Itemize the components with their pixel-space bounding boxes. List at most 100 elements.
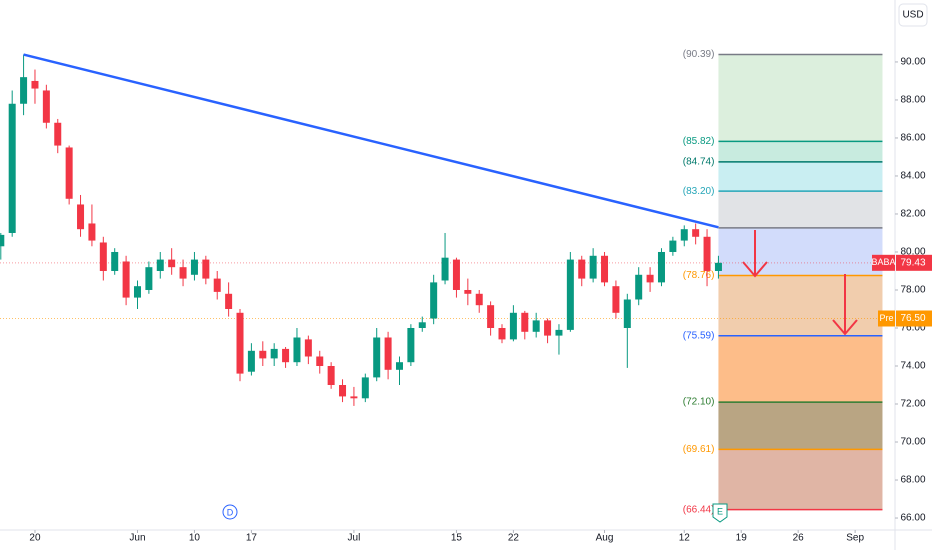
fib-zone: [718, 54, 883, 142]
candle-body: [133, 286, 141, 298]
x-tick-label: 12: [679, 533, 691, 544]
event-dividend[interactable]: [222, 504, 238, 520]
candle-body: [8, 103, 16, 233]
candle-body: [669, 240, 677, 252]
candle-body: [259, 350, 267, 359]
currency: USD: [902, 10, 923, 21]
candle-body: [350, 396, 358, 399]
candle-body: [544, 320, 552, 336]
candle-body: [293, 337, 301, 363]
premarket-name: Pre: [879, 313, 893, 323]
y-tick-label: 88.00: [900, 95, 925, 106]
fib-label: (83.20): [683, 186, 715, 197]
candle-body: [282, 348, 290, 363]
candle-body: [532, 320, 540, 332]
candle-body: [145, 267, 153, 290]
candle-body: [361, 377, 369, 399]
candle-body: [88, 223, 96, 241]
y-tick-label: 90.00: [900, 57, 925, 68]
candle-body: [31, 80, 39, 89]
candle-body: [578, 259, 586, 279]
price-tag: [896, 254, 932, 271]
candle-body: [20, 77, 28, 104]
y-tick-label: 76.00: [900, 323, 925, 334]
price-tag: [896, 310, 932, 327]
candle-body: [452, 259, 460, 290]
last-price-label: 79.43: [900, 257, 925, 268]
premarket-tag: [878, 310, 895, 327]
candle-body: [270, 348, 278, 359]
x-tick-label: Aug: [596, 533, 614, 544]
candle-body: [441, 257, 449, 281]
event-label: E: [717, 506, 723, 516]
candle-body: [316, 356, 324, 367]
candle-body: [42, 90, 50, 123]
currency-box[interactable]: [898, 3, 928, 27]
fib-label: (84.74): [683, 157, 715, 168]
candle-body: [111, 251, 119, 271]
candle-body: [247, 350, 255, 372]
arrow: [742, 230, 768, 278]
candle-body: [407, 327, 415, 363]
candle-body: [225, 293, 233, 309]
event-label: D: [227, 507, 234, 517]
y-tick-label: 80.00: [900, 247, 925, 258]
fib-zone: [718, 402, 883, 450]
candle-body: [566, 259, 574, 330]
candle-body: [555, 329, 563, 336]
candle-body: [703, 236, 711, 271]
trendline: [23, 53, 719, 229]
candle-body: [680, 229, 688, 241]
x-tick-label: 15: [451, 533, 463, 544]
x-tick-label: 10: [189, 533, 201, 544]
x-tick-label: 20: [29, 533, 41, 544]
fib-zone: [718, 141, 883, 162]
plot-area: (90.39) (85.82) (84.74) (83.20) (78.76) (75.5…: [0, 49, 895, 515]
fib-label: (69.61): [683, 444, 715, 455]
candle-body: [156, 259, 164, 271]
x-tick-label: Jul: [348, 533, 361, 544]
candle-body: [65, 147, 73, 199]
candle-body: [384, 337, 392, 370]
y-tick-label: 68.00: [900, 475, 925, 486]
x-tick-label: 22: [508, 533, 520, 544]
y-tick-label: 70.00: [900, 437, 925, 448]
candle-body: [304, 339, 312, 357]
y-tick-label: 78.00: [900, 285, 925, 296]
event-earnings[interactable]: [712, 503, 728, 523]
fib-zone: [718, 275, 883, 336]
candle-body: [418, 322, 426, 328]
candle-body: [646, 274, 654, 283]
candle-body: [54, 122, 62, 146]
candle-body: [589, 255, 597, 279]
premarket-price: 76.50: [900, 313, 925, 324]
candle-body: [498, 327, 506, 340]
candle-body: [657, 251, 665, 283]
candle-body: [692, 229, 700, 237]
candle-body: [77, 204, 85, 230]
fib-zone: [718, 227, 883, 276]
candle-body: [190, 259, 198, 275]
candle-body: [714, 262, 722, 271]
y-tick-label: 74.00: [900, 361, 925, 372]
candle-body: [168, 259, 176, 268]
candle-body: [509, 312, 517, 340]
candle-body: [475, 293, 483, 306]
y-tick-label: 72.00: [900, 399, 925, 410]
candle-body: [122, 261, 130, 298]
fib-label: (85.82): [683, 136, 715, 147]
fib-label: (78.76): [683, 270, 715, 281]
candle-body: [99, 242, 107, 271]
candle-body: [623, 299, 631, 328]
fib-label: (75.59): [683, 330, 715, 341]
candle-body: [179, 267, 187, 279]
x-tick-label: Jun: [129, 533, 145, 544]
candle-body: [487, 305, 495, 328]
fib-label: (90.39): [683, 49, 715, 60]
candle-body: [635, 274, 643, 300]
x-tick-label: 19: [736, 533, 748, 544]
x-tick-label: 26: [793, 533, 805, 544]
candle-body: [339, 385, 347, 397]
candle-body: [213, 278, 221, 292]
